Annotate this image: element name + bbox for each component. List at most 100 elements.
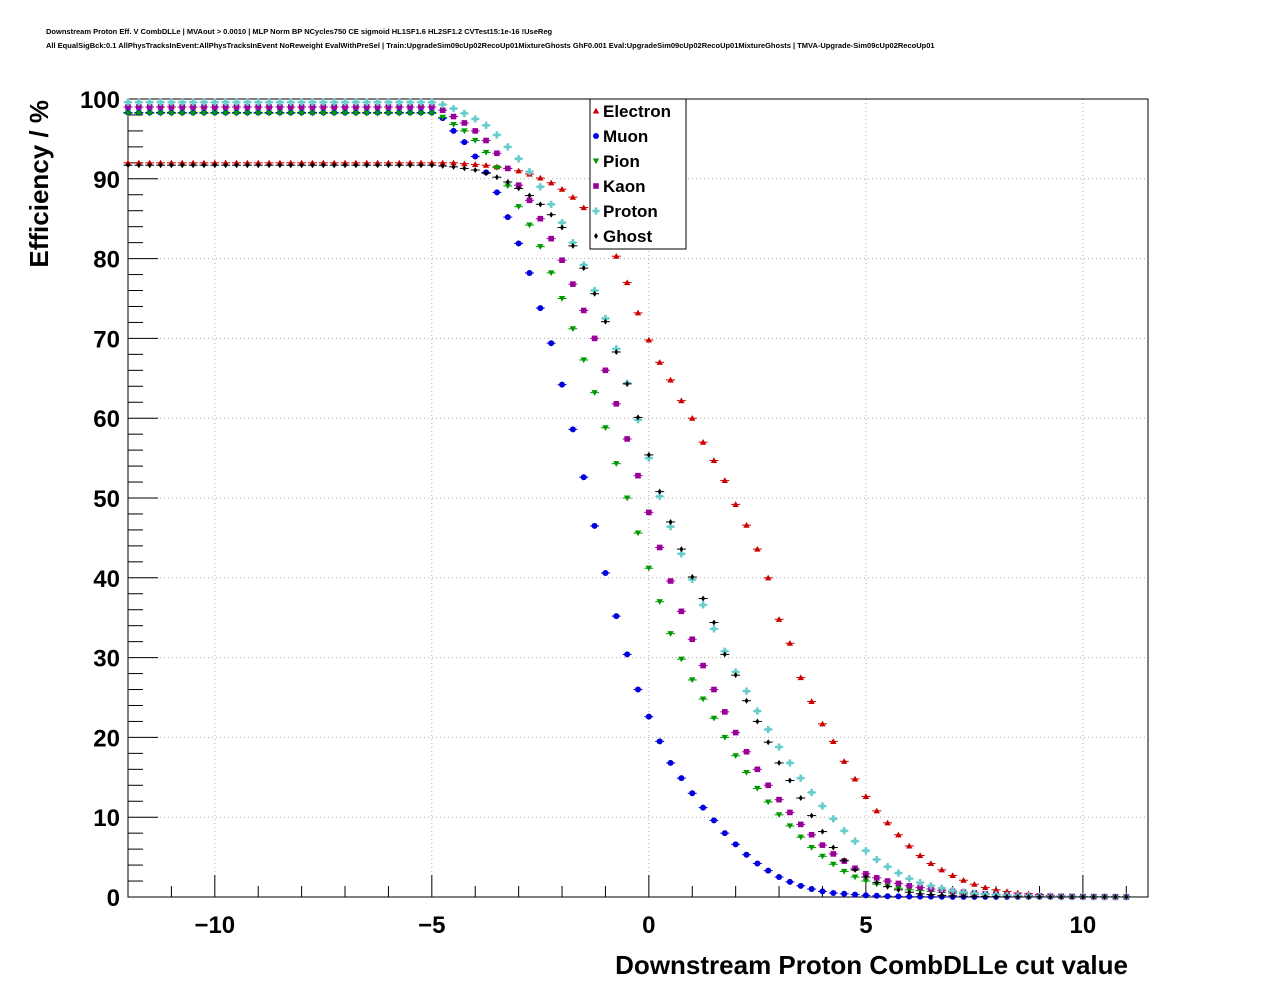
data-point [775, 812, 783, 819]
data-point [863, 874, 868, 881]
y-tick-label: 80 [93, 247, 120, 274]
data-point [689, 790, 696, 797]
data-point [939, 892, 944, 899]
data-point [504, 143, 512, 151]
data-point [808, 886, 815, 893]
data-point [591, 390, 598, 396]
data-point [462, 165, 467, 172]
data-point [287, 110, 294, 117]
data-point [212, 104, 218, 110]
data-point [472, 128, 479, 134]
data-point [765, 782, 772, 789]
data-point [699, 696, 707, 703]
data-point [223, 162, 228, 169]
data-point [472, 137, 479, 144]
data-point [570, 242, 575, 249]
data-point [558, 185, 566, 192]
legend-entry-proton: Proton [592, 202, 658, 221]
data-point [439, 159, 446, 166]
data-point [515, 167, 522, 174]
data-point [710, 457, 718, 464]
data-point [906, 883, 913, 889]
data-point [384, 98, 393, 106]
data-point [668, 518, 673, 525]
data-point [656, 492, 664, 501]
data-point [862, 878, 870, 885]
data-point [1015, 893, 1020, 900]
data-point [808, 788, 816, 797]
data-point [439, 100, 447, 109]
data-point [701, 595, 706, 602]
data-point [613, 253, 620, 259]
data-point [222, 98, 230, 106]
data-point [677, 550, 686, 558]
data-point [645, 336, 653, 343]
data-point [645, 713, 652, 720]
data-point [232, 98, 241, 106]
data-point [201, 104, 207, 110]
data-point [385, 110, 392, 117]
data-point [168, 110, 175, 117]
data-point [526, 222, 533, 229]
data-point [537, 215, 544, 222]
data-point [408, 162, 413, 169]
x-tick-label: −10 [194, 912, 235, 939]
legend-label: Electron [603, 102, 671, 121]
data-point [363, 104, 370, 110]
data-point [298, 110, 305, 117]
data-point [612, 345, 620, 353]
data-point [777, 759, 782, 766]
data-point [439, 114, 446, 121]
data-point [678, 775, 685, 782]
data-point [580, 204, 587, 211]
data-point [190, 104, 196, 110]
data-point [516, 185, 521, 192]
data-point [646, 451, 651, 458]
data-point [1102, 893, 1107, 900]
data-point [277, 162, 282, 169]
data-point [667, 759, 674, 766]
data-point [537, 305, 544, 312]
data-point [787, 809, 793, 816]
data-point [994, 893, 999, 900]
data-point [569, 193, 577, 200]
data-point [959, 888, 968, 896]
data-point [928, 891, 933, 898]
data-point [211, 110, 219, 117]
data-point [862, 847, 870, 855]
data-point [862, 793, 870, 800]
data-point [775, 743, 783, 751]
data-point [853, 866, 858, 873]
data-point [809, 812, 814, 819]
data-point [352, 98, 360, 106]
data-point [451, 163, 456, 170]
data-point [200, 98, 208, 106]
data-point [765, 867, 772, 874]
data-point [505, 178, 510, 185]
data-point [592, 290, 597, 297]
data-point [493, 165, 501, 171]
data-point [472, 161, 479, 167]
data-point [743, 748, 750, 755]
y-tick-label: 20 [93, 725, 120, 752]
data-point [916, 852, 924, 859]
data-point [321, 162, 326, 169]
data-point [690, 574, 695, 581]
data-point [906, 842, 913, 849]
data-point [656, 738, 663, 745]
data-point [147, 162, 152, 169]
data-point [678, 397, 685, 404]
data-point [591, 335, 598, 342]
data-point [722, 709, 728, 715]
data-point [950, 892, 955, 899]
data-point [472, 153, 479, 160]
data-point [243, 98, 251, 106]
data-point [353, 104, 359, 110]
data-point [342, 104, 348, 110]
data-point [820, 828, 825, 835]
data-point [1026, 893, 1031, 900]
data-point [764, 725, 772, 734]
data-point [656, 599, 663, 605]
data-point [417, 98, 425, 106]
